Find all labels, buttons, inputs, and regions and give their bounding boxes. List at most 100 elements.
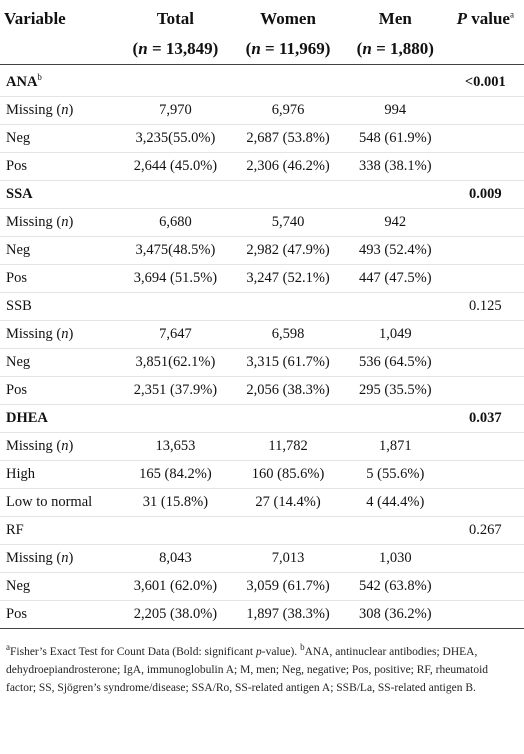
table-row: Missing (n) 7,970 6,976 994 — [0, 96, 524, 125]
footnote-text: p — [255, 646, 262, 658]
row-label-text: DHEA — [6, 410, 48, 426]
cell-value: 308 (36.2%) — [359, 606, 432, 622]
cell-value: 338 (38.1%) — [359, 158, 432, 174]
column-header: Total (n = 13,849) — [119, 0, 232, 65]
p-value — [446, 600, 524, 629]
row-label: High — [0, 460, 119, 489]
header-label: Total — [156, 9, 194, 28]
row-label-text: Missing ( — [6, 102, 62, 118]
row-label-text: Missing ( — [6, 438, 62, 454]
row-label-text: ) — [68, 326, 74, 342]
cell: 2,351 (37.9%) — [118, 376, 233, 405]
cell-value: 1,871 — [378, 438, 412, 454]
cell-value: 493 (52.4%) — [359, 242, 432, 258]
p-value — [446, 572, 524, 601]
cell-value: 2,351 (37.9%) — [133, 382, 218, 398]
row-label-text: ) — [68, 438, 74, 454]
cell — [232, 516, 345, 545]
cell: 3,601 (62.0%) — [118, 572, 233, 601]
row-label-text: n — [61, 102, 69, 118]
cell — [232, 404, 345, 433]
cell-value: 3,475(48.5%) — [135, 242, 216, 258]
row-label: SSA — [0, 180, 119, 209]
cell: 7,647 — [118, 320, 233, 349]
header-count: = 13,849) — [147, 39, 219, 58]
cell-value: 3,694 (51.5%) — [133, 270, 218, 286]
footnote-mark: a — [509, 9, 514, 20]
cell-value: 3,059 (61.7%) — [246, 578, 330, 594]
row-label: Pos — [0, 152, 119, 181]
p-value: <0.001 — [446, 64, 524, 97]
table-row: Missing (n) 6,680 5,740 942 — [0, 208, 524, 237]
cell: 13,653 — [118, 432, 233, 461]
row-label-text: Low to normal — [6, 494, 93, 510]
cell — [344, 292, 447, 321]
row-label: Pos — [0, 264, 119, 293]
cell: 3,851(62.1%) — [118, 348, 233, 377]
header-count: ( — [356, 39, 363, 58]
p-value — [446, 376, 524, 405]
p-value — [446, 124, 524, 153]
cell — [232, 180, 345, 209]
table-row: Missing (n) 13,653 11,782 1,871 — [0, 432, 524, 461]
table-body: ANAb <0.001 Missing (n) 7,970 6,976 994 Neg 3,2… — [0, 64, 524, 629]
p-value — [446, 152, 524, 181]
p-value — [446, 460, 524, 489]
row-label: Neg — [0, 348, 119, 377]
cell: 542 (63.8%) — [344, 572, 447, 601]
table-row: Neg 3,475(48.5%) 2,982 (47.9%) 493 (52.4%) — [0, 236, 524, 265]
cell-value: 5,740 — [271, 214, 305, 230]
row-label-text: Neg — [6, 354, 31, 370]
cell: 7,013 — [232, 544, 345, 573]
row-label-text: Neg — [6, 578, 31, 594]
cell: 165 (84.2%) — [118, 460, 233, 489]
cell-value: 165 (84.2%) — [139, 466, 212, 482]
row-label: DHEA — [0, 404, 119, 433]
cell-value: 6,976 — [271, 102, 305, 118]
column-header: Variable — [0, 0, 119, 65]
cell-value: 4 (44.4%) — [366, 494, 425, 510]
cell-value: 2,687 (53.8%) — [246, 130, 330, 146]
cell: 536 (64.5%) — [344, 348, 447, 377]
cell: 27 (14.4%) — [232, 488, 345, 517]
cell-value: 3,247 (52.1%) — [246, 270, 330, 286]
cell: 447 (47.5%) — [344, 264, 447, 293]
cell-value: 5 (55.6%) — [366, 466, 425, 482]
cell-value: 7,647 — [159, 326, 192, 342]
cell: 548 (61.9%) — [344, 124, 447, 153]
cell: 1,871 — [344, 432, 447, 461]
cell-value: 942 — [384, 214, 407, 230]
row-label: Missing (n) — [0, 544, 119, 573]
p-value-text: <0.001 — [464, 74, 506, 90]
cell: 5 (55.6%) — [344, 460, 447, 489]
cell: 5,740 — [232, 208, 345, 237]
p-value — [446, 96, 524, 125]
cell: 31 (15.8%) — [118, 488, 233, 517]
row-label: Pos — [0, 376, 119, 405]
row-label-text: Missing ( — [6, 214, 62, 230]
row-label: Missing (n) — [0, 96, 119, 125]
cell: 7,970 — [118, 96, 233, 125]
cell-value: 548 (61.9%) — [359, 130, 432, 146]
p-value — [446, 544, 524, 573]
header-count: n — [362, 39, 372, 58]
row-label-text: Neg — [6, 242, 31, 258]
header-label: Variable — [4, 9, 66, 28]
footnote-text: -value). — [261, 646, 301, 658]
cell — [344, 64, 447, 97]
p-value-text: 0.125 — [468, 298, 502, 314]
cell-value: 8,043 — [159, 550, 192, 566]
table-row: RF 0.267 — [0, 516, 524, 545]
p-value-text: 0.267 — [468, 522, 502, 538]
cell — [118, 180, 233, 209]
cell-value: 2,306 (46.2%) — [246, 158, 330, 174]
row-label-text: n — [61, 438, 69, 454]
cell-value: 1,897 (38.3%) — [246, 606, 330, 622]
table-row: ANAb <0.001 — [0, 64, 524, 97]
footnote-mark: b — [37, 72, 42, 83]
p-value — [446, 488, 524, 517]
row-label-text: Pos — [6, 606, 27, 622]
cell: 493 (52.4%) — [344, 236, 447, 265]
cell-value: 6,680 — [159, 214, 192, 230]
cell: 2,056 (38.3%) — [232, 376, 345, 405]
